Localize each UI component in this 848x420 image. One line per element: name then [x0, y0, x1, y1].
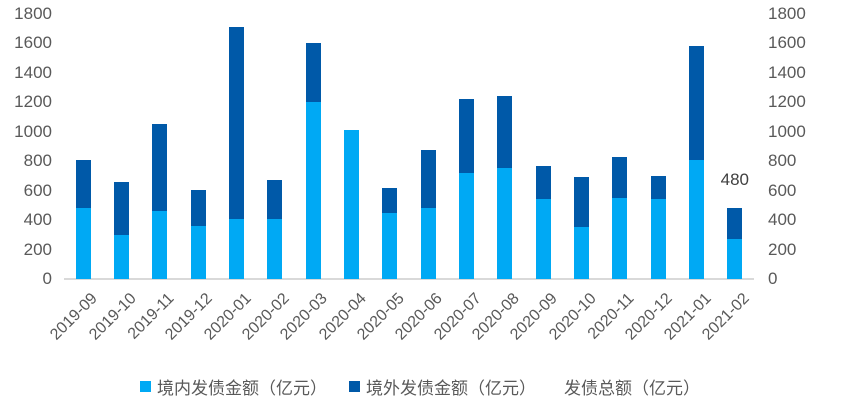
bar-segment-overseas: [497, 96, 513, 168]
bar-2020-06[interactable]: [420, 150, 436, 279]
bar-segment-domestic: [574, 226, 589, 279]
bar-segment-overseas: [75, 159, 91, 209]
bar-segment-domestic: [650, 199, 666, 279]
x-axis-line: [64, 278, 754, 280]
bar-segment-domestic: [497, 167, 513, 279]
y-tick-right: 200: [768, 239, 797, 259]
bar-2019-12[interactable]: [190, 189, 206, 279]
bar-segment-domestic: [420, 207, 436, 279]
bar-2020-11[interactable]: [612, 156, 628, 279]
y-tick-right: 1600: [768, 33, 806, 53]
bar-segment-overseas: [689, 45, 704, 160]
y-tick-left: 800: [23, 151, 52, 171]
y-tick-right: 1400: [768, 62, 806, 82]
bar-segment-overseas: [535, 165, 551, 199]
bar-segment-overseas: [382, 188, 398, 213]
y-tick-right: 600: [768, 180, 797, 200]
bar-2021-01[interactable]: [689, 45, 704, 279]
y-tick-left: 400: [23, 210, 52, 230]
legend-swatch-overseas: [349, 381, 360, 392]
legend-label-domestic: 境内发债金额（亿元）: [157, 379, 327, 399]
bar-2020-03[interactable]: [305, 43, 321, 279]
bar-segment-overseas: [190, 189, 206, 226]
bar-segment-overseas: [727, 208, 743, 239]
legend-swatch-domestic: [140, 381, 151, 392]
y-tick-right: 800: [768, 151, 797, 171]
legend-item-domestic[interactable]: 境内发债金额（亿元）: [140, 374, 327, 399]
y-tick-right: 1000: [768, 121, 806, 141]
y-tick-left: 1600: [14, 33, 52, 53]
bar-2019-11[interactable]: [152, 123, 168, 279]
y-tick-left: 1800: [14, 4, 52, 23]
y-tick-left: 1400: [14, 62, 52, 82]
bar-segment-domestic: [459, 172, 474, 279]
bar-2020-07[interactable]: [459, 98, 474, 279]
bar-2020-08[interactable]: [497, 96, 513, 279]
legend: 境内发债金额（亿元） 境外发债金额（亿元） 发债总额（亿元）: [140, 374, 722, 399]
bar-segment-domestic: [382, 212, 398, 279]
bar-2020-10[interactable]: [574, 177, 589, 279]
bar-segment-overseas: [305, 43, 321, 102]
legend-item-total[interactable]: 发债总额（亿元）: [564, 374, 700, 399]
bar-segment-domestic: [535, 198, 551, 279]
bar-2020-02[interactable]: [267, 180, 283, 279]
y-tick-left: 1200: [14, 92, 52, 112]
bar-2021-02[interactable]: [727, 208, 743, 279]
bar-2020-04[interactable]: [344, 130, 359, 279]
y-tick-left: 0: [42, 269, 52, 288]
y-tick-right: 1200: [768, 92, 806, 112]
bar-segment-overseas: [267, 180, 283, 219]
bar-segment-overseas: [229, 26, 244, 219]
bar-2019-10[interactable]: [114, 181, 129, 279]
bar-segment-domestic: [114, 234, 129, 279]
legend-label-total: 发债总额（亿元）: [564, 379, 700, 399]
bar-segment-domestic: [305, 101, 321, 279]
y-tick-left: 200: [23, 239, 52, 259]
bar-segment-overseas: [420, 150, 436, 208]
bar-segment-overseas: [152, 123, 168, 211]
bar-segment-domestic: [344, 130, 359, 279]
bar-segment-overseas: [114, 181, 129, 235]
bar-2020-09[interactable]: [535, 165, 551, 279]
bar-segment-overseas: [612, 156, 628, 199]
bar-2020-05[interactable]: [382, 188, 398, 279]
y-tick-right: 400: [768, 210, 797, 230]
bar-segment-overseas: [650, 175, 666, 200]
y-tick-left: 600: [23, 180, 52, 200]
legend-label-overseas: 境外发债金额（亿元）: [366, 379, 536, 399]
bar-2020-01[interactable]: [229, 26, 244, 279]
bar-2020-12[interactable]: [650, 175, 666, 279]
bar-segment-domestic: [75, 208, 91, 279]
bar-2019-09[interactable]: [75, 159, 91, 279]
legend-item-overseas[interactable]: 境外发债金额（亿元）: [349, 374, 536, 399]
bar-segment-domestic: [229, 218, 244, 279]
bar-segment-overseas: [459, 98, 474, 173]
y-tick-left: 1000: [14, 121, 52, 141]
bar-segment-domestic: [190, 225, 206, 279]
bar-segment-domestic: [612, 198, 628, 279]
y-tick-right: 1800: [768, 4, 806, 23]
data-label-total: 480: [720, 170, 750, 189]
bar-segment-overseas: [574, 177, 589, 227]
y-tick-right: 0: [768, 269, 778, 288]
bar-segment-domestic: [152, 210, 168, 279]
bar-segment-domestic: [689, 159, 704, 279]
bar-segment-domestic: [267, 218, 283, 279]
bar-segment-domestic: [727, 238, 743, 279]
